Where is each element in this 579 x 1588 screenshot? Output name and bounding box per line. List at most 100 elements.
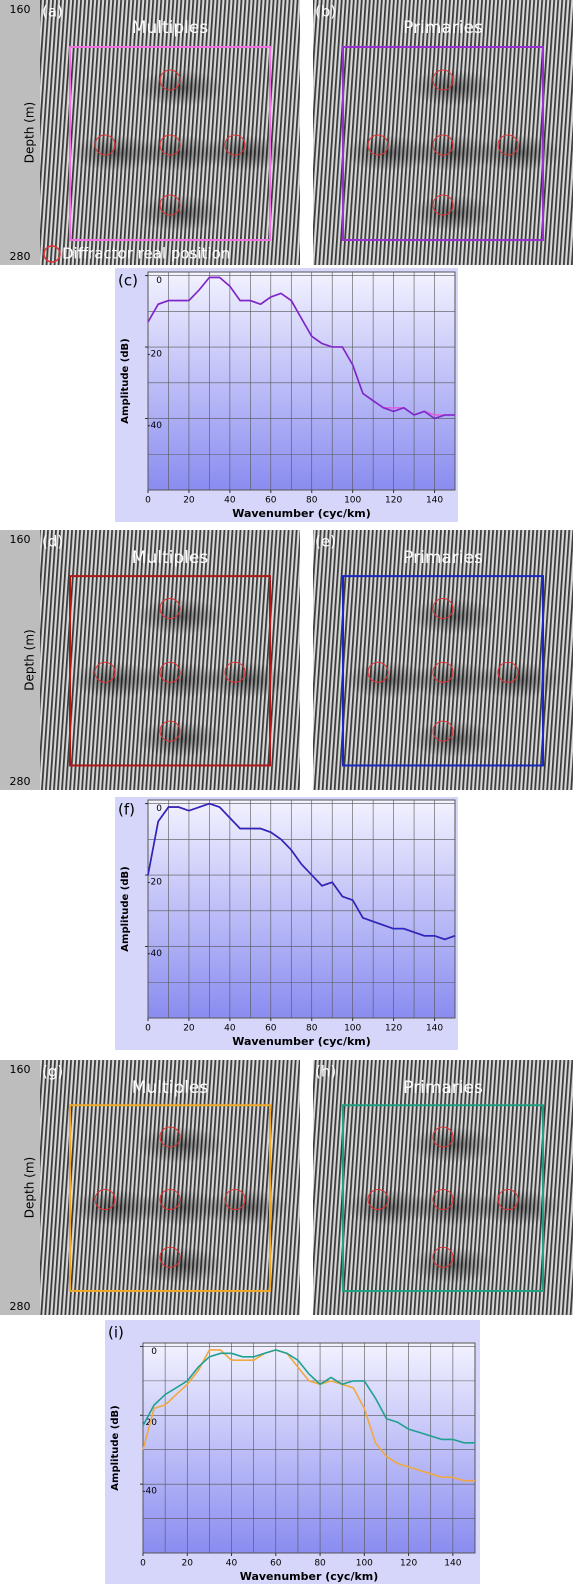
diffractor-circle [497, 661, 519, 683]
diffraction-shade [408, 1189, 498, 1226]
target-box [69, 575, 271, 767]
diffraction-shade [135, 1126, 225, 1163]
x-axis-label: Wavenumber (cyc/km) [232, 507, 371, 520]
y-tick-label: 0 [156, 276, 162, 286]
x-tick-label: 40 [226, 1559, 238, 1569]
x-tick-label: 120 [400, 1559, 417, 1569]
diffraction-shade [408, 1126, 498, 1163]
diffractor-circle [497, 134, 519, 156]
depth-bottom: 280 [10, 250, 31, 263]
panel-title: Multiples [132, 1078, 209, 1098]
depth-top: 160 [10, 1063, 31, 1076]
x-tick-label: 80 [314, 1559, 326, 1569]
panel-title: Primaries [403, 1078, 483, 1098]
x-tick-label: 0 [145, 496, 151, 506]
y-tick-label: -40 [147, 949, 162, 959]
depth-strip [0, 0, 40, 265]
diffraction-shade [408, 1247, 498, 1284]
panel-title: Multiples [132, 548, 209, 568]
y-tick-label: -20 [147, 350, 162, 360]
target-box [69, 1104, 271, 1292]
target-box [342, 1104, 544, 1292]
legend-circle [43, 245, 61, 263]
panel-label: (h) [315, 1063, 336, 1081]
diffraction-shade [408, 721, 498, 758]
plot-area [147, 271, 456, 491]
plot-area [142, 1342, 476, 1554]
panel-label: (e) [315, 533, 336, 551]
panel-label: (b) [315, 3, 336, 21]
diffraction-shade [473, 662, 563, 699]
x-tick-label: 100 [356, 1559, 373, 1569]
diffractor-circle [159, 1189, 181, 1211]
diffractor-circle [159, 134, 181, 156]
y-tick-label: -40 [142, 1487, 157, 1497]
diffractor-circle [367, 134, 389, 156]
plot-area [147, 799, 456, 1019]
diffraction-shade [135, 598, 225, 635]
spectrum-line [147, 802, 456, 941]
x-tick-label: 20 [182, 1559, 194, 1569]
target-box [342, 46, 544, 241]
depth-label: Depth (m) [23, 629, 37, 690]
x-tick-label: 20 [183, 496, 195, 506]
x-tick-label: 0 [145, 1024, 151, 1034]
depth-label: Depth (m) [23, 1157, 37, 1218]
diffraction-shade [408, 662, 498, 699]
x-tick-label: 140 [444, 1559, 461, 1569]
diffraction-shade [200, 1189, 290, 1226]
y-tick-label: 0 [151, 1347, 157, 1357]
diffractor-circle [159, 69, 181, 91]
diffraction-shade [408, 70, 498, 106]
x-axis-label: Wavenumber (cyc/km) [232, 1035, 371, 1048]
spectrum-line [147, 276, 455, 420]
diffraction-shade [408, 598, 498, 635]
x-tick-label: 120 [385, 496, 402, 506]
diffractor-circle [432, 1189, 454, 1211]
panel-title: Primaries [403, 18, 483, 38]
x-tick-label: 100 [344, 496, 361, 506]
panel-title: Multiples [132, 18, 209, 38]
y-tick-label: 0 [156, 804, 162, 814]
depth-label: Depth (m) [23, 102, 37, 163]
diffraction-shade [135, 721, 225, 758]
x-tick-label: 60 [265, 1024, 277, 1034]
diffraction-shade [473, 135, 563, 171]
diffractor-circle [159, 720, 181, 742]
diffractor-circle [94, 1189, 116, 1211]
diffractor-circle [159, 194, 181, 216]
diffractor-circle [367, 661, 389, 683]
y-tick-label: -40 [147, 421, 162, 431]
depth-strip [0, 1060, 40, 1315]
target-box [342, 575, 544, 767]
x-tick-label: 140 [426, 1024, 443, 1034]
legend-text: Diffractor real position [62, 245, 230, 263]
depth-bottom: 280 [10, 775, 31, 788]
diffractor-circle [94, 661, 116, 683]
depth-top: 160 [10, 3, 31, 16]
x-tick-label: 60 [265, 496, 277, 506]
x-tick-label: 120 [385, 1024, 402, 1034]
depth-strip [0, 530, 40, 790]
chart-label: (c) [118, 272, 138, 290]
diffractor-circle [432, 661, 454, 683]
diffractor-circle [432, 597, 454, 619]
diffraction-shade [343, 135, 433, 171]
diffractor-circle [94, 134, 116, 156]
panel-label: (a) [42, 3, 63, 21]
diffraction-shade [343, 1189, 433, 1226]
diffractor-circle [432, 134, 454, 156]
x-axis-label: Wavenumber (cyc/km) [240, 1570, 379, 1583]
x-tick-label: 0 [140, 1559, 146, 1569]
diffractor-circle [432, 1126, 454, 1148]
diffractor-circle [432, 1246, 454, 1268]
diffractor-circle [432, 194, 454, 216]
x-tick-label: 100 [344, 1024, 361, 1034]
diffraction-shade [343, 662, 433, 699]
diffraction-shade [408, 135, 498, 171]
diffraction-shade [408, 195, 498, 231]
spectrum-line [142, 1349, 475, 1482]
diffraction-shade [70, 135, 160, 171]
diffraction-shade [70, 1189, 160, 1226]
x-tick-label: 60 [270, 1559, 282, 1569]
